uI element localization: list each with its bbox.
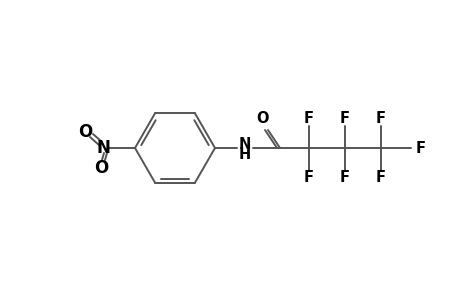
Text: O: O <box>94 159 108 177</box>
Text: N: N <box>238 136 251 152</box>
Text: F: F <box>375 110 385 125</box>
Text: F: F <box>303 170 313 185</box>
Text: F: F <box>303 110 313 125</box>
Text: F: F <box>375 170 385 185</box>
Text: O: O <box>256 110 269 125</box>
Text: F: F <box>415 140 425 155</box>
Text: F: F <box>339 110 349 125</box>
Text: F: F <box>339 170 349 185</box>
Text: O: O <box>78 123 92 141</box>
Text: N: N <box>96 139 110 157</box>
Text: H: H <box>238 146 251 161</box>
